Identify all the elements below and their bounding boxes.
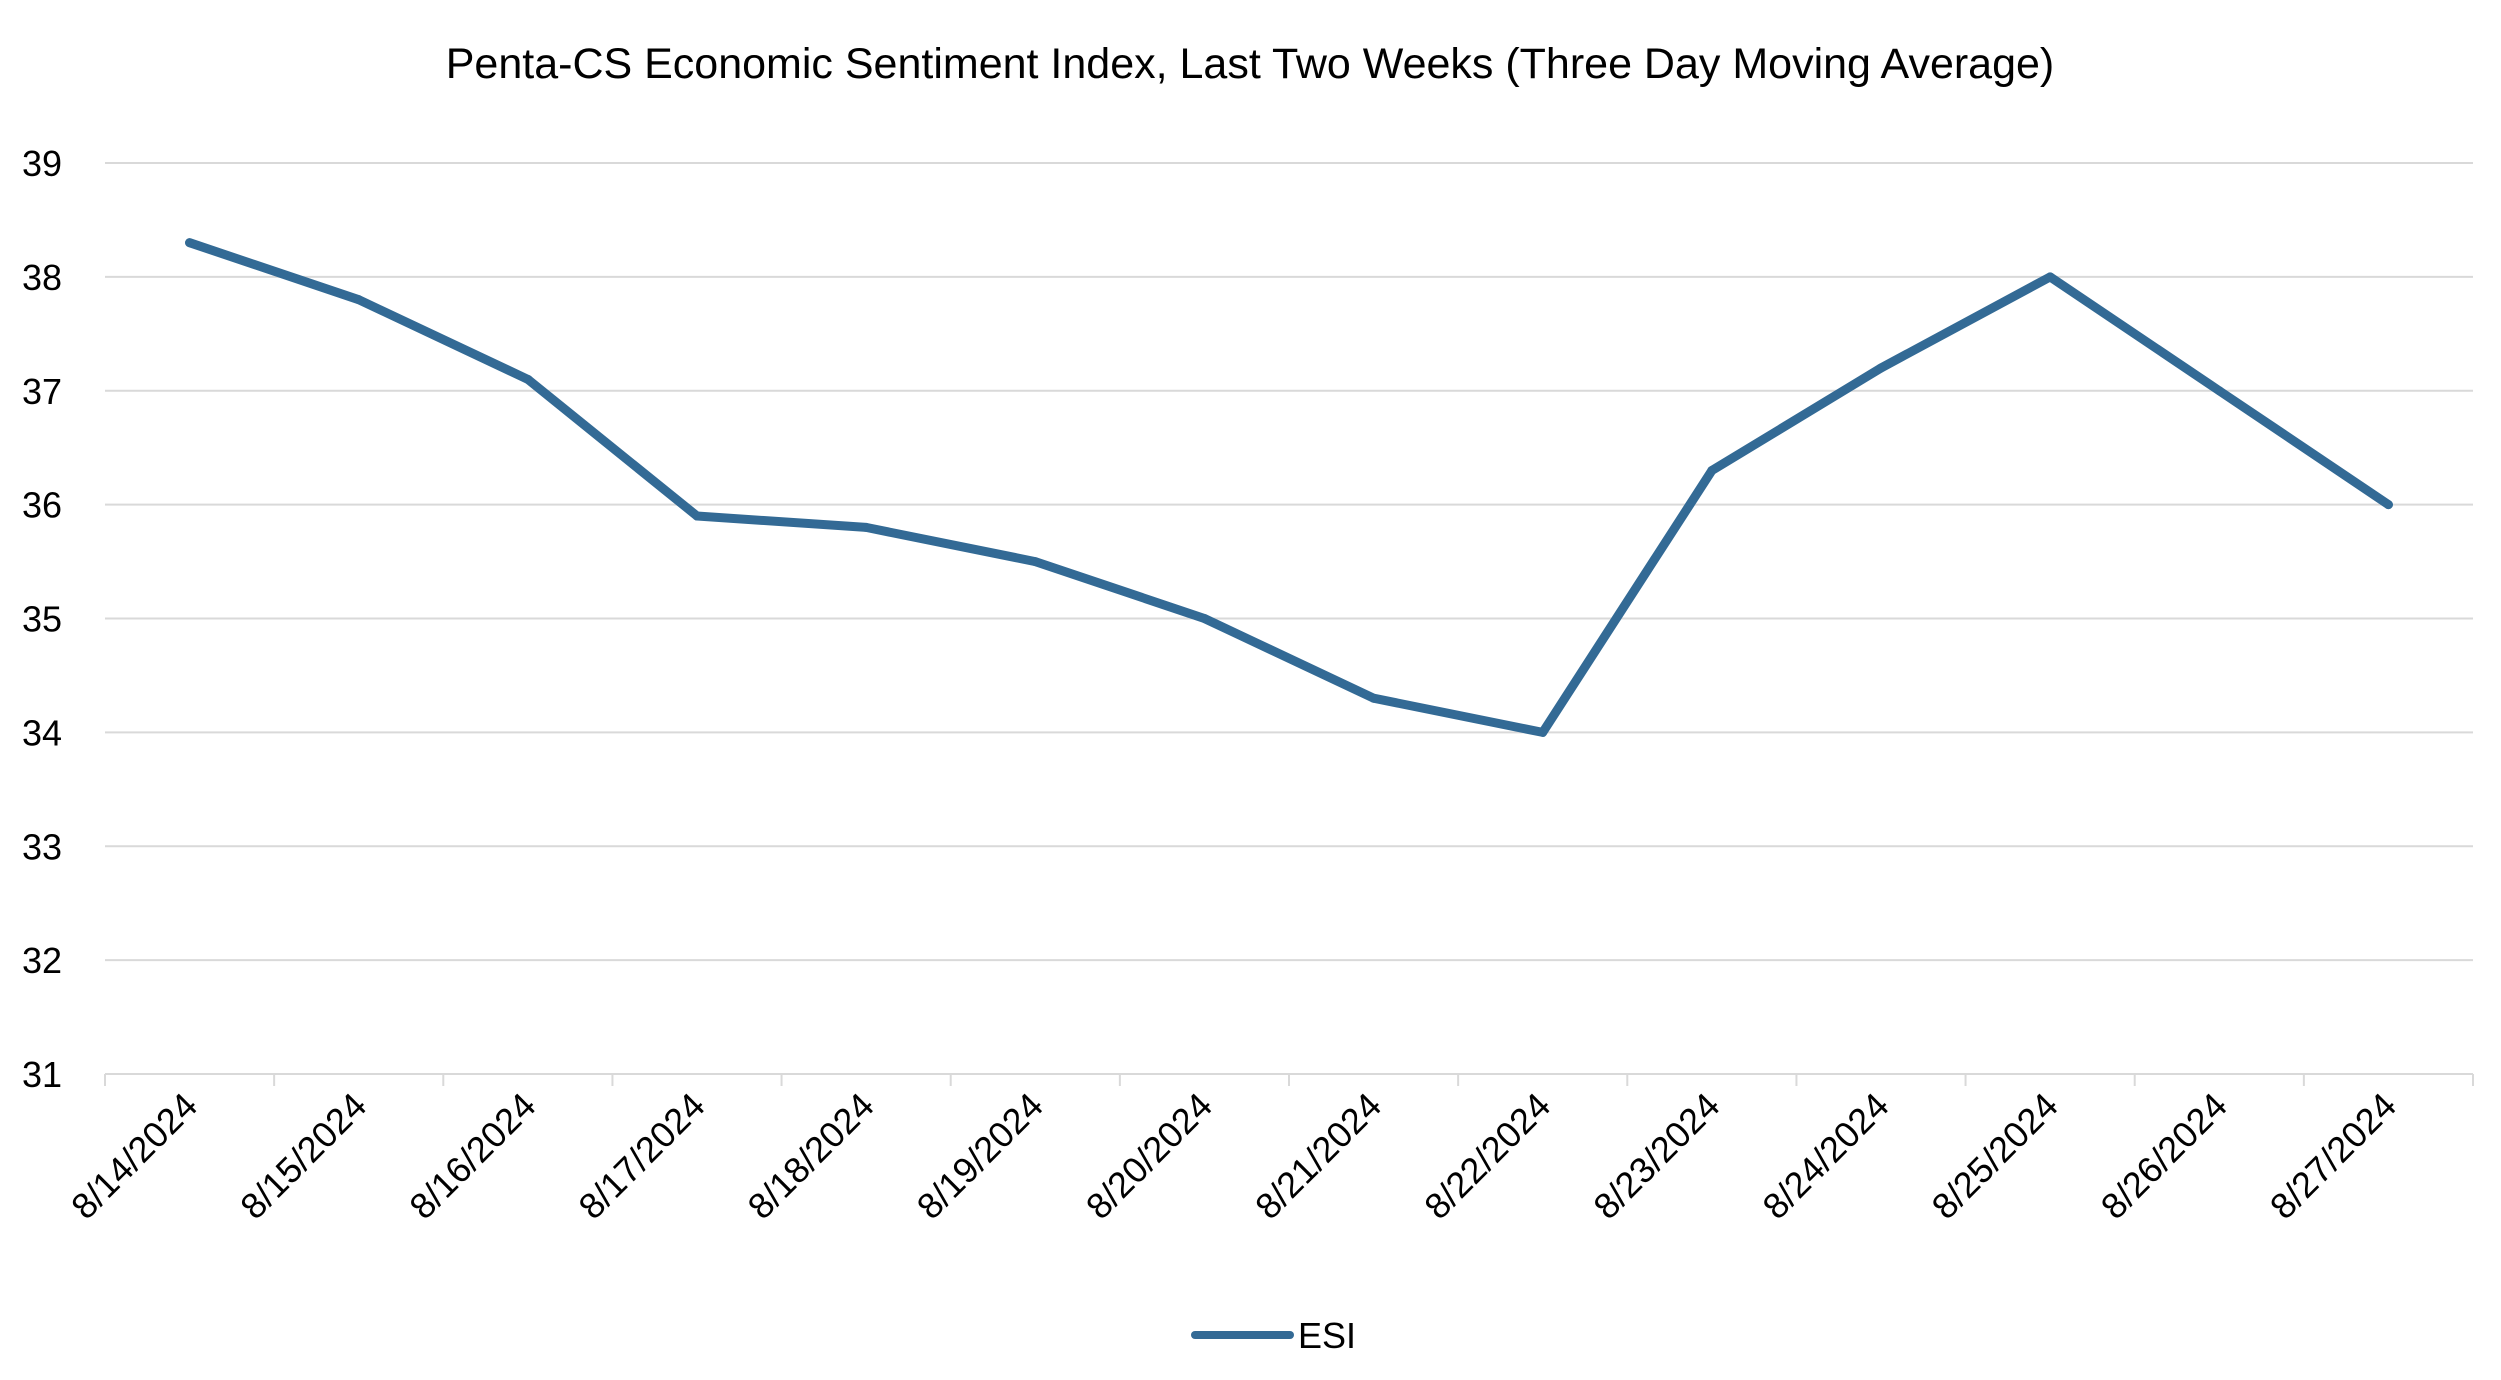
data-point (523, 374, 533, 384)
x-tick-label: 8/22/2024 (1416, 1085, 1558, 1227)
x-tick-label: 8/15/2024 (232, 1085, 374, 1227)
x-tick-label: 8/19/2024 (909, 1085, 1051, 1227)
data-point (1030, 557, 1040, 567)
x-tick-label: 8/26/2024 (2093, 1085, 2235, 1227)
data-point (1707, 465, 1717, 475)
data-point (354, 295, 364, 305)
data-point (1876, 363, 1886, 373)
y-tick-label: 38 (22, 257, 62, 298)
x-tick-label: 8/18/2024 (740, 1085, 882, 1227)
data-point (861, 522, 871, 532)
x-tick-label: 8/23/2024 (1585, 1085, 1727, 1227)
data-point (1199, 614, 1209, 623)
data-point (185, 238, 195, 248)
x-axis-tick-labels: 8/14/2024 8/15/2024 8/16/2024 8/17/2024 8/18… (63, 1085, 2404, 1227)
x-tick-label: 8/14/2024 (63, 1085, 205, 1227)
data-point (1369, 693, 1379, 703)
data-point (1538, 727, 1548, 737)
y-tick-label: 31 (22, 1054, 62, 1095)
y-tick-label: 35 (22, 599, 62, 640)
legend: ESI (1191, 1315, 1356, 1356)
legend-label-esi: ESI (1298, 1315, 1356, 1356)
x-tick-label: 8/16/2024 (401, 1085, 543, 1227)
data-point (692, 511, 702, 521)
y-tick-label: 32 (22, 940, 62, 981)
data-point (2045, 272, 2055, 282)
y-tick-label: 37 (22, 371, 62, 412)
x-tick-label: 8/24/2024 (1754, 1085, 1896, 1227)
chart-title: Penta-CS Economic Sentiment Index, Last … (446, 40, 2055, 88)
y-tick-label: 34 (22, 712, 62, 753)
y-axis-tick-labels: 31 32 33 34 35 36 37 38 39 (22, 143, 62, 1095)
x-axis (104, 1073, 2474, 1086)
series-group (185, 238, 2393, 737)
series-line-esi (185, 238, 2393, 737)
x-tick-label: 8/25/2024 (1924, 1085, 2066, 1227)
data-point (2383, 500, 2393, 510)
y-tick-label: 39 (22, 143, 62, 184)
y-tick-label: 33 (22, 826, 62, 867)
y-tick-label: 36 (22, 485, 62, 526)
x-tick-label: 8/27/2024 (2262, 1085, 2404, 1227)
x-tick-label: 8/21/2024 (1247, 1085, 1389, 1227)
x-tick-label: 8/17/2024 (570, 1085, 712, 1227)
data-point (2214, 386, 2224, 396)
x-tick-label: 8/20/2024 (1078, 1085, 1220, 1227)
gridlines (105, 162, 2473, 962)
